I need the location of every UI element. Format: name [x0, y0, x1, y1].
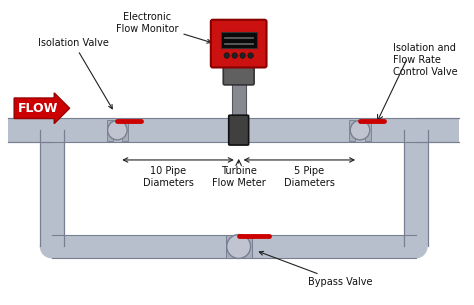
Circle shape: [40, 235, 64, 258]
Text: Bypass Valve: Bypass Valve: [259, 251, 373, 287]
Text: Isolation Valve: Isolation Valve: [38, 38, 112, 109]
Text: FLOW: FLOW: [18, 102, 58, 115]
Bar: [232, 70, 246, 118]
Circle shape: [227, 235, 251, 258]
Bar: [8, 118, 52, 142]
Bar: [349, 120, 356, 141]
Circle shape: [224, 53, 229, 58]
Bar: [221, 32, 256, 48]
Circle shape: [350, 120, 370, 140]
Text: 10 Pipe
Diameters: 10 Pipe Diameters: [143, 166, 193, 188]
Bar: [40, 130, 64, 246]
Text: Isolation and
Flow Rate
Control Valve: Isolation and Flow Rate Control Valve: [393, 43, 457, 77]
FancyBboxPatch shape: [229, 115, 249, 145]
Circle shape: [404, 235, 428, 258]
Circle shape: [248, 53, 254, 58]
FancyBboxPatch shape: [211, 20, 266, 67]
Bar: [52, 235, 416, 258]
Bar: [8, 118, 459, 142]
Circle shape: [108, 120, 127, 140]
Bar: [244, 235, 252, 258]
Text: Turbine
Flow Meter: Turbine Flow Meter: [212, 166, 265, 188]
Circle shape: [40, 118, 64, 142]
FancyBboxPatch shape: [223, 64, 254, 85]
Circle shape: [232, 53, 237, 58]
Bar: [122, 120, 128, 141]
Text: Electronic
Flow Monitor: Electronic Flow Monitor: [116, 12, 211, 43]
Bar: [365, 120, 371, 141]
Bar: [40, 130, 64, 246]
Circle shape: [404, 118, 428, 142]
Bar: [404, 130, 428, 246]
Bar: [226, 235, 234, 258]
Bar: [107, 120, 113, 141]
Circle shape: [240, 53, 246, 58]
Text: 5 Pipe
Diameters: 5 Pipe Diameters: [284, 166, 335, 188]
Bar: [404, 130, 428, 246]
Bar: [416, 118, 459, 142]
